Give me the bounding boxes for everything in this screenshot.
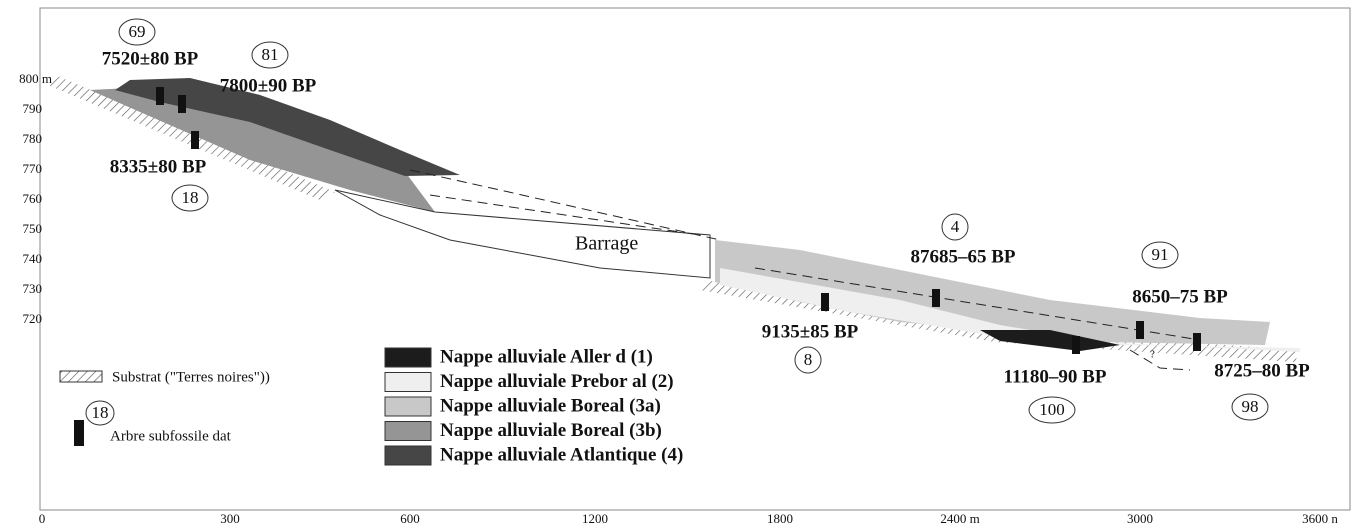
x-axis-label: 1200	[582, 511, 608, 526]
tree-icon	[1136, 321, 1144, 339]
sample-id: 100	[1039, 400, 1065, 419]
sample-id: 4	[951, 217, 960, 236]
barrage	[335, 190, 710, 278]
x-axis-label: 1800	[767, 511, 793, 526]
legend-label: Nappe alluviale Prebor al (2)	[440, 371, 674, 392]
sample-id: 8	[804, 350, 813, 369]
y-axis-label: 780	[23, 131, 43, 146]
x-axis-label: 0	[39, 511, 46, 526]
tree-icon	[1072, 336, 1080, 354]
x-axis-label: 3000	[1127, 511, 1153, 526]
sample-date: 8650–75 BP	[1132, 286, 1228, 307]
sample-id: 91	[1152, 245, 1169, 264]
x-axis-label: 300	[220, 511, 240, 526]
tree-icon	[156, 87, 164, 105]
section-label: ?	[1150, 349, 1155, 361]
sample-date: 7800±90 BP	[220, 75, 317, 96]
diagram: Barrage? 800 m 790 780 770 760 750 740 730 720 0 30…	[0, 0, 1359, 531]
legend-label: Substrat ("Terres noires"))	[112, 369, 270, 385]
legend-label: Nappe alluviale Boreal (3a)	[440, 395, 661, 416]
tree-icon	[74, 420, 84, 446]
legend-swatch	[385, 446, 431, 465]
y-axis-label: 740	[23, 251, 43, 266]
sample-id: 81	[262, 45, 279, 64]
y-axis-label: 800 m	[19, 71, 52, 86]
legend-swatch	[385, 422, 431, 441]
sample-date: 7520±80 BP	[102, 48, 199, 69]
sample-id: 69	[129, 22, 146, 41]
y-axis-label: 790	[23, 101, 43, 116]
legend-label: Nappe alluviale Boreal (3b)	[440, 420, 662, 441]
x-axis-label: 3600 n	[1302, 511, 1338, 526]
section-label: Barrage	[575, 233, 638, 255]
sample-date: 87685–65 BP	[910, 246, 1015, 267]
legend-swatch	[60, 371, 102, 382]
tree-icon	[1193, 333, 1201, 351]
legend-label: Arbre subfossile dat	[110, 428, 232, 444]
x-axis-label: 2400 m	[940, 511, 979, 526]
legend-label: Nappe alluviale Aller d (1)	[440, 346, 653, 367]
sample-date: 8335±80 BP	[110, 156, 207, 177]
tree-icon	[178, 95, 186, 113]
sample-id: 18	[182, 188, 199, 207]
legend-swatch	[385, 348, 431, 367]
sample-date: 8725–80 BP	[1214, 360, 1310, 381]
y-axis-label: 770	[23, 161, 43, 176]
sample-date: 9135±85 BP	[762, 321, 859, 342]
y-axis-label: 760	[23, 191, 43, 206]
tree-icon	[932, 289, 940, 307]
sample-id: 18	[92, 403, 109, 422]
y-axis-label: 720	[23, 311, 43, 326]
sample-id: 98	[1242, 397, 1259, 416]
legend-swatch	[385, 373, 431, 392]
y-axis-label: 730	[23, 281, 43, 296]
legend-swatch	[385, 397, 431, 416]
x-axis-label: 600	[400, 511, 420, 526]
sample-date: 11180–90 BP	[1004, 366, 1107, 387]
tree-icon	[191, 131, 199, 149]
y-axis-label: 750	[23, 221, 43, 236]
legend-label: Nappe alluviale Atlantique (4)	[440, 444, 683, 465]
tree-icon	[821, 293, 829, 311]
